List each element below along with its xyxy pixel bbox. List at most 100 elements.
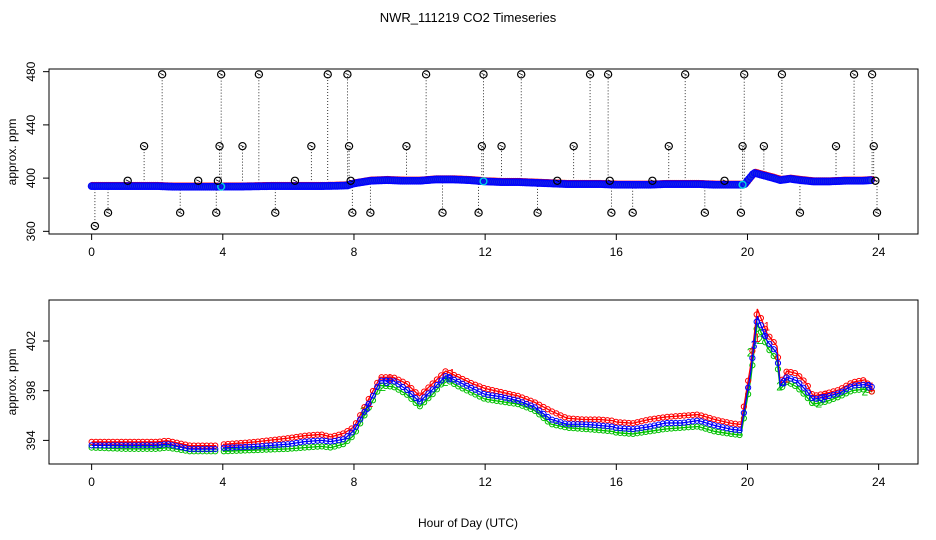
series-1-marker — [706, 414, 713, 422]
series-3-tag: 3 — [761, 327, 768, 341]
series-2-marker — [327, 444, 334, 451]
flag-marker — [123, 176, 132, 185]
series-3-marker — [254, 443, 261, 450]
flag-marker-stroke — [325, 72, 330, 76]
flag-marker-stroke — [350, 211, 355, 215]
series-1-marker — [118, 438, 125, 445]
series-3-marker — [182, 444, 189, 452]
flag-marker-stroke — [177, 211, 183, 215]
top-plot-contents — [87, 70, 882, 231]
series-1-marker — [212, 442, 219, 449]
series-3-marker — [288, 440, 296, 447]
top-x-tick-label: 12 — [478, 245, 492, 259]
series-3-marker — [506, 395, 513, 402]
series-1-marker — [301, 432, 308, 439]
series-2-marker — [779, 383, 786, 391]
series-1-marker — [664, 413, 671, 421]
series-2-marker — [148, 445, 155, 452]
top-y-axis-label: approx. ppm — [5, 119, 19, 186]
flag-marker — [759, 141, 769, 151]
flag-marker — [871, 176, 880, 185]
series-3-marker — [241, 443, 249, 451]
flag-marker-stroke — [256, 72, 262, 76]
series-3-marker — [186, 445, 193, 453]
flag-marker-stroke — [368, 211, 373, 215]
flag-marker-stroke — [92, 224, 98, 228]
series-3-marker — [122, 442, 129, 449]
top-y-tick-label: 480 — [24, 61, 38, 81]
series-3-marker — [395, 381, 402, 388]
series-3-marker — [237, 444, 244, 451]
flag-marker-stroke — [682, 72, 688, 76]
flag-marker-stroke — [217, 144, 222, 148]
series-1-marker — [800, 377, 807, 384]
series-2-marker — [156, 445, 163, 452]
series-3-marker — [779, 380, 786, 387]
series-3-marker — [642, 424, 649, 431]
series-1-marker — [715, 417, 722, 424]
series-1-marker — [480, 384, 487, 392]
series-3-marker — [706, 420, 713, 428]
flag-marker-stroke — [605, 72, 611, 76]
series-1-marker — [190, 442, 198, 449]
series-3-marker — [847, 383, 854, 390]
series-2-marker — [548, 421, 556, 428]
series-1-marker — [617, 419, 624, 426]
bottom-x-tick-label: 4 — [219, 475, 226, 489]
flag-marker-stroke — [404, 144, 409, 148]
top-y-axis: 360 400 440 480 — [24, 61, 49, 241]
series-3-marker — [689, 418, 696, 425]
bottom-y-axis: 394 398 402 — [24, 331, 49, 450]
series-1-marker — [702, 413, 709, 420]
series-3-marker — [105, 442, 112, 449]
flag-marker — [872, 208, 882, 217]
series-3-marker — [173, 443, 180, 450]
flag-marker — [213, 176, 223, 185]
series-2-marker — [263, 446, 270, 453]
flag-marker-stroke — [125, 179, 130, 183]
series-3-marker — [88, 442, 95, 449]
flag-marker — [795, 208, 805, 217]
flag-marker-stroke — [874, 211, 880, 215]
series-3-marker — [229, 444, 236, 451]
series-1-marker — [651, 415, 658, 422]
series-1-marker — [88, 438, 95, 445]
series-3-marker — [118, 442, 125, 449]
series-2-marker — [229, 447, 236, 455]
flag-marker-stroke — [571, 144, 576, 148]
series-3-marker — [736, 427, 743, 434]
flag-marker — [648, 176, 657, 185]
series-1-marker — [655, 414, 662, 422]
series-3-marker — [195, 445, 202, 453]
flag-marker — [194, 176, 203, 185]
series-2-marker — [301, 444, 308, 451]
series-1-marker — [565, 415, 573, 422]
series-1-marker — [642, 417, 649, 424]
series-1-marker — [284, 435, 291, 442]
series-1-marker — [625, 419, 632, 427]
series-1-marker — [723, 419, 730, 426]
series-2-marker — [664, 425, 671, 432]
series-2-marker — [220, 448, 227, 455]
flag-marker — [254, 70, 264, 79]
flag-marker-stroke — [851, 72, 857, 76]
flag-marker-stroke — [761, 144, 767, 148]
flag-marker — [402, 141, 411, 151]
series-3-marker — [655, 421, 662, 428]
series-3-marker — [156, 441, 163, 449]
series-3-marker — [565, 421, 573, 428]
flag-marker — [346, 176, 355, 185]
series-2-marker — [126, 445, 134, 452]
flag-marker — [474, 208, 483, 217]
series-2-marker — [570, 425, 577, 432]
series-2-tag: 2 — [816, 396, 823, 410]
flag-marker — [533, 208, 542, 217]
series-1-marker — [237, 439, 244, 447]
series-1-marker — [621, 419, 628, 426]
flag-marker-stroke — [555, 179, 560, 183]
flag-marker — [215, 141, 224, 151]
series-1-marker — [766, 333, 773, 340]
series-2-marker — [433, 386, 441, 393]
series-3-marker — [732, 426, 739, 433]
series-2-marker — [267, 446, 274, 453]
